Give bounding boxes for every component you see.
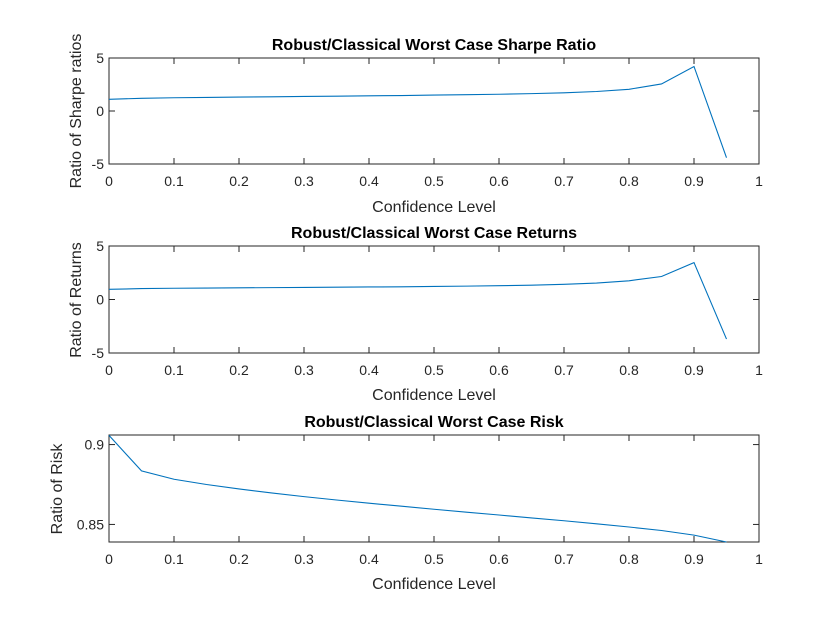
x-tick-label: 0 [105,551,113,567]
chart-title: Robust/Classical Worst Case Sharpe Ratio [272,37,596,54]
x-tick-label: 0.9 [684,173,704,189]
x-tick-label: 1 [755,551,763,567]
y-tick-label: 0.85 [77,516,104,532]
x-tick-label: 0.7 [554,173,574,189]
x-tick-label: 0.3 [294,551,314,567]
axis-ticks: 0 0.1 0.2 0.3 0.4 0.5 0.6 0.7 0.8 0.9 1-505 [92,238,764,378]
y-tick-label: 5 [96,238,104,254]
y-tick-label: 0 [96,103,104,119]
x-tick-label: 0.7 [554,362,574,378]
x-tick-label: 1 [755,362,763,378]
x-axis-label: Confidence Level [372,387,496,404]
x-tick-label: 0.4 [359,551,379,567]
x-tick-label: 0.4 [359,173,379,189]
x-tick-label: 0.6 [489,362,509,378]
plot-area [108,434,760,543]
x-tick-label: 0.5 [424,173,444,189]
y-tick-label: 0 [96,292,104,308]
series-line [108,261,728,340]
series-line [108,434,727,543]
x-tick-label: 0.4 [359,362,379,378]
x-tick-label: 0.5 [424,362,444,378]
y-tick-label: -5 [92,156,105,172]
x-tick-label: 0.6 [489,173,509,189]
x-tick-label: 0.5 [424,551,444,567]
series-line [108,65,728,158]
axis-ticks: 0 0.1 0.2 0.3 0.4 0.5 0.6 0.7 0.8 0.9 1 0.85 0.9 [77,435,763,567]
axis-ticks: 0 0.1 0.2 0.3 0.4 0.5 0.6 0.7 0.8 0.9 1-505 [92,50,764,189]
x-tick-label: 0 [105,362,113,378]
y-axis-label: Ratio of Returns [68,242,85,358]
x-tick-label: 0.9 [684,551,704,567]
x-axis-label: Confidence Level [372,576,496,593]
x-tick-label: 0.3 [294,362,314,378]
x-axis-label: Confidence Level [372,199,496,216]
x-tick-label: 0.8 [619,362,639,378]
x-tick-label: 0.2 [229,173,249,189]
y-tick-label: 0.9 [85,437,105,453]
x-tick-label: 0.2 [229,362,249,378]
plot-area [108,57,760,165]
x-tick-label: 0.2 [229,551,249,567]
chart-title: Robust/Classical Worst Case Risk [304,414,563,431]
y-axis-label: Ratio of Risk [49,443,66,535]
y-tick-label: 5 [96,50,104,66]
x-tick-label: 0.3 [294,173,314,189]
x-tick-label: 0.8 [619,551,639,567]
x-tick-label: 0.8 [619,173,639,189]
y-axis-label: Ratio of Sharpe ratios [68,34,85,189]
subplot-risk: Robust/Classical Worst Case Risk 0 0.1 0.2… [49,414,763,593]
x-tick-label: 0.1 [164,551,184,567]
x-tick-label: 0.1 [164,362,184,378]
x-tick-label: 1 [755,173,763,189]
x-tick-label: 0.6 [489,551,509,567]
subplot-sharpe-ratio: Robust/Classical Worst Case Sharpe Ratio… [68,34,763,216]
y-tick-label: -5 [92,345,105,361]
chart-title: Robust/Classical Worst Case Returns [291,225,577,242]
plot-area [108,245,760,354]
subplot-returns: Robust/Classical Worst Case Returns 0 0.1… [68,225,763,404]
x-tick-label: 0.1 [164,173,184,189]
x-tick-label: 0 [105,173,113,189]
x-tick-label: 0.7 [554,551,574,567]
x-tick-label: 0.9 [684,362,704,378]
